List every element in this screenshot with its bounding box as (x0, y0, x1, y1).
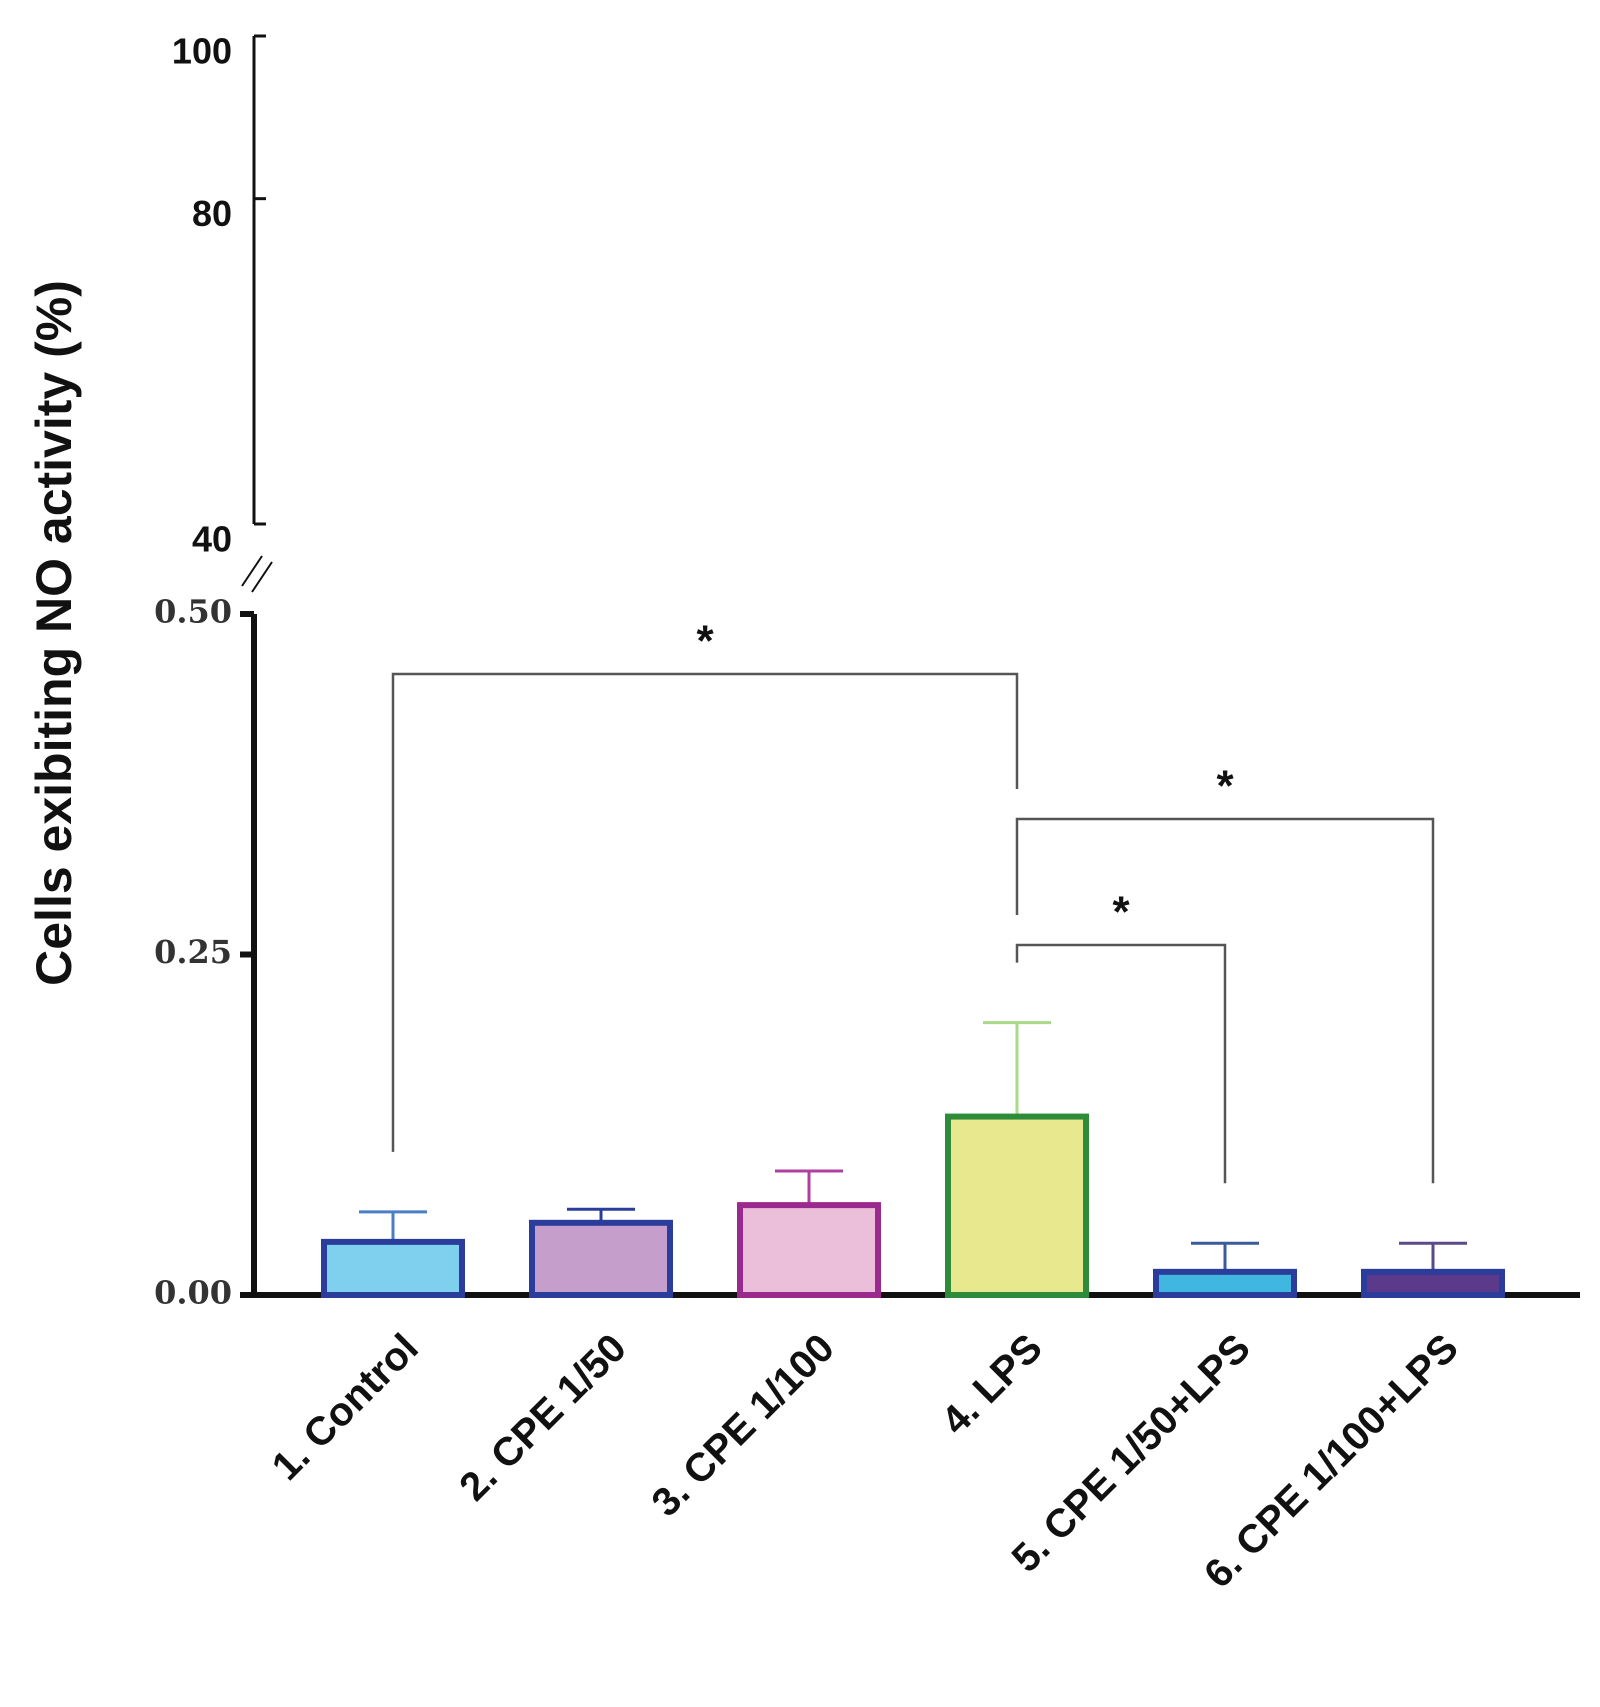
y-tick-label: 40 (192, 519, 232, 560)
significance-bracket (1015, 943, 1227, 1184)
significance-label: * (696, 617, 714, 666)
x-tick-label: 2. CPE 1/50 (451, 1326, 635, 1510)
x-tick-label: 1. Control (264, 1326, 427, 1489)
axis-break (241, 555, 263, 587)
x-tick-label: 3. CPE 1/100 (643, 1326, 842, 1525)
significance-label: * (1216, 762, 1234, 811)
y-tick-label: 100 (172, 31, 232, 72)
x-tick-label: 4. LPS (933, 1326, 1051, 1444)
y-axis-label: Cells exibiting NO activity (%) (26, 280, 82, 986)
bar (1361, 1268, 1505, 1298)
y-tick-label: 0.00 (154, 1274, 232, 1312)
bar (321, 1238, 465, 1298)
y-tick-label: 0.25 (154, 933, 232, 971)
axis-break (251, 561, 273, 593)
significance-label: * (1112, 888, 1130, 937)
y-tick-label: 0.50 (154, 593, 232, 631)
y-tick-label: 80 (192, 193, 232, 234)
significance-bracket (391, 672, 1019, 1152)
bar (945, 1113, 1089, 1298)
significance-bracket (1015, 817, 1435, 1184)
bar (737, 1202, 881, 1299)
bar (529, 1219, 673, 1298)
bar (1153, 1268, 1297, 1298)
